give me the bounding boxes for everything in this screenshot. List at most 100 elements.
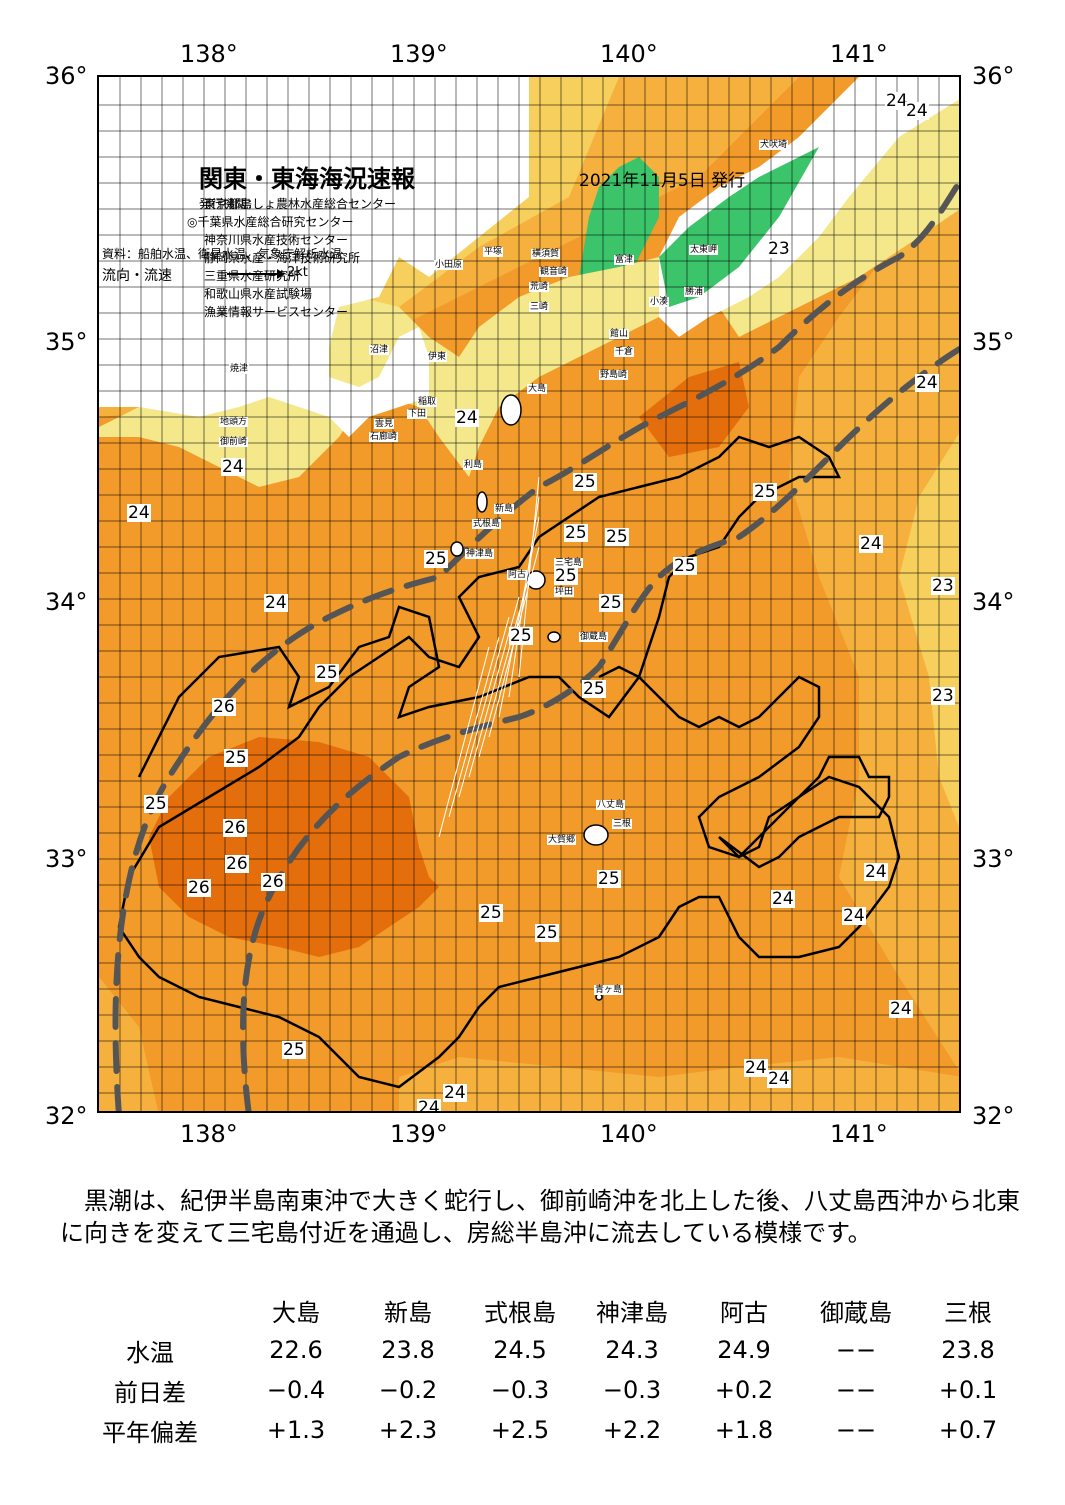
- column-header: 神津島: [596, 1298, 668, 1327]
- table-cell: +2.2: [602, 1416, 662, 1444]
- issue-date: 2021年11月5日 発行: [579, 171, 746, 191]
- place-label: 稲取: [417, 397, 438, 407]
- flow-scale-arrow-icon: [227, 269, 285, 279]
- place-label: 沼津: [369, 345, 390, 355]
- place-label: 観音崎: [539, 267, 569, 277]
- place-label: 平塚: [483, 247, 504, 257]
- place-label: 石廊崎: [369, 432, 399, 442]
- place-label: 三根: [612, 819, 633, 829]
- island-oshima: [500, 394, 522, 426]
- table-cell: 24.9: [717, 1336, 771, 1364]
- islands: [450, 394, 609, 1001]
- table-corner: [60, 1290, 240, 1330]
- table-header-row: 大島 新島 式根島 神津島 阿古 御蔵島 三根: [60, 1290, 1024, 1330]
- lat-label-35-left: 35°: [45, 328, 88, 356]
- isotherm-label: 26: [212, 697, 236, 717]
- table-cell: +0.7: [938, 1416, 998, 1444]
- isotherm-label: 24: [885, 91, 909, 111]
- table-cell: +1.3: [266, 1416, 326, 1444]
- table-cell: +0.2: [714, 1376, 774, 1404]
- table-row: 水温 22.6 23.8 24.5 24.3 24.9 −− 23.8: [60, 1330, 1024, 1370]
- table-row: 平年偏差 +1.3 +2.3 +2.5 +2.2 +1.8 −− +0.7: [60, 1410, 1024, 1450]
- place-label: 下田: [407, 409, 428, 419]
- lat-label-35-right: 35°: [972, 328, 1015, 356]
- agency-item: 三重県水産研究所: [204, 269, 301, 283]
- agency-item: 和歌山県水産試験場: [204, 287, 313, 301]
- isotherm-label: 24: [221, 457, 245, 477]
- agency-item: 神奈川県水産技術センター: [204, 233, 349, 247]
- lat-label-36-left: 36°: [45, 62, 88, 90]
- isotherm-label: 26: [187, 878, 211, 898]
- isotherm-label: 25: [424, 549, 448, 569]
- lon-label-140-top: 140°: [600, 40, 658, 68]
- table-cell: +2.3: [378, 1416, 438, 1444]
- isotherm-label: 25: [753, 482, 777, 502]
- lon-label-139-bottom: 139°: [390, 1120, 448, 1148]
- column-header: 大島: [272, 1298, 320, 1327]
- land-boso-peninsula: [659, 77, 959, 337]
- agency-item: 漁業情報サービスセンター: [204, 305, 349, 319]
- isotherm-label: 25: [673, 556, 697, 576]
- lon-label-140-bottom: 140°: [600, 1120, 658, 1148]
- lon-label-138-top: 138°: [180, 40, 238, 68]
- place-label: 雲見: [374, 419, 395, 429]
- place-label: 勝浦: [684, 287, 705, 297]
- place-label: 御蔵島: [579, 632, 609, 642]
- isotherm-label: 25: [479, 903, 503, 923]
- lat-label-36-right: 36°: [972, 62, 1015, 90]
- row-label: 前日差: [114, 1378, 186, 1407]
- isotherm-label: 24: [842, 906, 866, 926]
- agency-item: 東京都島しょ農林水産総合センター: [204, 197, 397, 211]
- water-temperature-table: 大島 新島 式根島 神津島 阿古 御蔵島 三根 水温 22.6 23.8 24.…: [60, 1290, 1024, 1450]
- lon-label-141-top: 141°: [830, 40, 888, 68]
- place-label: 館山: [609, 329, 630, 339]
- island-hachijo: [583, 824, 609, 846]
- column-header: 式根島: [484, 1298, 556, 1327]
- flow-legend-label: 流向・流速: [102, 268, 172, 284]
- isotherm-label: 24: [771, 889, 795, 909]
- column-header: 新島: [384, 1298, 432, 1327]
- place-label: 利島: [463, 460, 484, 470]
- place-label: 大島: [527, 384, 548, 394]
- isotherm-label: 24: [127, 503, 151, 523]
- table-cell: −0.3: [490, 1376, 550, 1404]
- table-cell: +0.1: [938, 1376, 998, 1404]
- isotherm-label: 24: [915, 373, 939, 393]
- place-label: 横須賀: [531, 249, 561, 259]
- graticule: [99, 77, 959, 1111]
- table-cell: +1.8: [714, 1416, 774, 1444]
- isotherm-label: 25: [597, 869, 621, 889]
- table-cell: +2.5: [490, 1416, 550, 1444]
- isotherm-label: 25: [582, 679, 606, 699]
- island-mikurajima: [547, 631, 561, 643]
- place-label: 阿古: [507, 570, 528, 580]
- place-label: 伊東: [427, 352, 448, 362]
- table-row: 前日差 −0.4 −0.2 −0.3 −0.3 +0.2 −− +0.1: [60, 1370, 1024, 1410]
- summary-section: 黒潮は、紀伊半島南東沖で大きく蛇行し、御前崎沖を北上した後、八丈島西沖から北東に…: [60, 1185, 1020, 1249]
- isotherm-label: 24: [417, 1099, 441, 1111]
- place-label: 野島崎: [599, 370, 629, 380]
- sea-temperature-map: 関東・東海海況速報 2021年11月5日 発行 発行機関： 東京都島しょ農林水産…: [97, 75, 961, 1113]
- agency-heading: 発行機関：: [199, 197, 260, 211]
- isotherm-label: 25: [573, 472, 597, 492]
- flow-scale-label: 2kt: [287, 265, 308, 280]
- column-header: 御蔵島: [820, 1298, 892, 1327]
- isotherm-label: 24: [889, 999, 913, 1019]
- table-cell: 23.8: [381, 1336, 435, 1364]
- isotherm-25-contour: [117, 435, 901, 1089]
- lon-label-141-bottom: 141°: [830, 1120, 888, 1148]
- place-label: 富津: [614, 255, 635, 265]
- sea-south-band: [399, 1057, 959, 1111]
- place-label: 三宅島: [554, 558, 584, 568]
- lat-label-32-right: 32°: [972, 1102, 1015, 1130]
- isotherm-label: 25: [599, 593, 623, 613]
- lon-label-139-top: 139°: [390, 40, 448, 68]
- place-label: 三崎: [529, 302, 550, 312]
- map-title: 関東・東海海況速報: [199, 165, 415, 193]
- place-label: 地頭方: [219, 417, 249, 427]
- table-cell: 24.3: [605, 1336, 659, 1364]
- place-label: 小湊: [649, 297, 670, 307]
- place-label: 大賀郷: [547, 835, 577, 845]
- isotherm-label: 24: [859, 534, 883, 554]
- isotherm-label: 25: [509, 626, 533, 646]
